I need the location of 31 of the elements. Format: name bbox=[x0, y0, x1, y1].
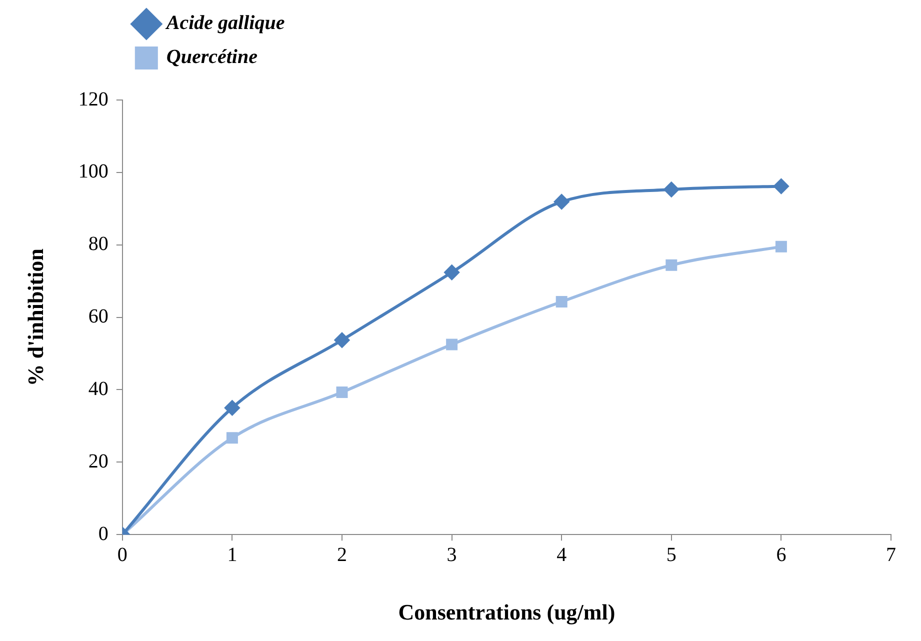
y-tick-label: 20 bbox=[88, 450, 108, 472]
point bbox=[666, 259, 678, 271]
y-tick-label: 120 bbox=[78, 88, 108, 110]
x-tick-label: 4 bbox=[556, 544, 567, 566]
point bbox=[664, 182, 679, 197]
x-tick-label: 7 bbox=[886, 544, 896, 566]
x-axis-title: Consentrations (ug/ml) bbox=[398, 599, 616, 624]
x-tick-label: 0 bbox=[117, 544, 128, 566]
legend-label: Quercétine bbox=[166, 46, 258, 68]
point bbox=[226, 432, 238, 444]
y-tick-label: 80 bbox=[88, 233, 108, 256]
x-tick-label: 5 bbox=[666, 544, 676, 566]
x-tick-label: 2 bbox=[337, 544, 347, 566]
point bbox=[774, 178, 789, 194]
point bbox=[336, 386, 348, 398]
point bbox=[224, 400, 240, 416]
point bbox=[554, 194, 570, 210]
point bbox=[446, 338, 458, 350]
point bbox=[334, 332, 350, 348]
y-tick-label: 60 bbox=[88, 306, 108, 328]
x-tick-label: 1 bbox=[227, 544, 238, 566]
x-tick-label: 6 bbox=[776, 544, 786, 566]
y-tick-label: 100 bbox=[78, 160, 108, 183]
y-tick-label: 0 bbox=[98, 522, 108, 545]
x-tick-label: 3 bbox=[446, 544, 457, 566]
point bbox=[444, 264, 460, 280]
point bbox=[556, 296, 568, 308]
y-tick-label: 40 bbox=[88, 378, 108, 400]
point bbox=[775, 240, 787, 252]
legend-label: Acide gallique bbox=[164, 12, 285, 34]
y-axis-title: % d'inhibition bbox=[22, 248, 48, 386]
